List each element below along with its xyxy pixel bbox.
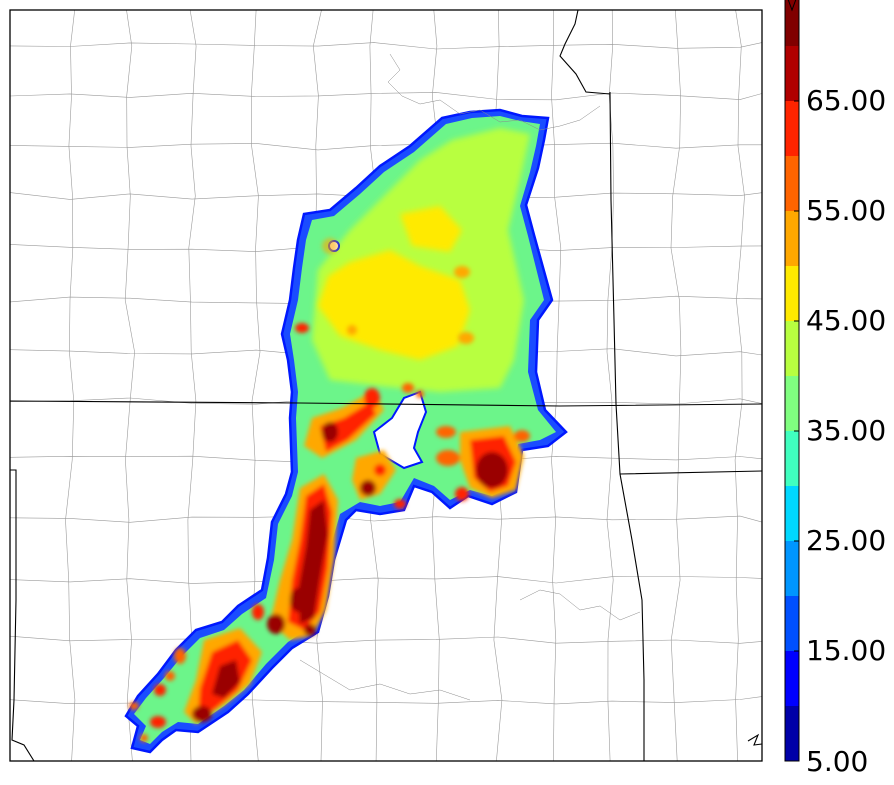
colorbar-segment <box>785 211 799 266</box>
colorbar-tick-label: 35.00 <box>806 414 887 447</box>
colorbar-segment <box>785 266 799 321</box>
colorbar-tick-label: 5.00 <box>806 745 869 778</box>
colorbar-tick-label: 55.00 <box>806 194 887 227</box>
colorbar-tick-label: 65.00 <box>806 84 887 117</box>
colorbar-segment <box>785 651 799 706</box>
state-boundaries <box>10 10 762 761</box>
colorbar-segment <box>785 321 799 376</box>
colorbar-segment <box>785 541 799 596</box>
colorbar-tick-label: 15.00 <box>806 634 887 667</box>
river-lines <box>299 53 641 701</box>
reflectivity-field <box>124 108 568 754</box>
colorbar-segment <box>785 101 799 156</box>
colorbar <box>784 0 800 762</box>
colorbar-segment <box>785 706 799 761</box>
colorbar-segment <box>785 0 799 46</box>
colorbar-tick-label: 45.00 <box>806 304 887 337</box>
colorbar-segment <box>785 431 799 486</box>
colorbar-tick-label: 25.00 <box>806 524 887 557</box>
colorbar-segment <box>785 486 799 541</box>
colorbar-segment <box>785 156 799 211</box>
colorbar-segment <box>785 596 799 651</box>
colorbar-extend-arrow <box>787 0 797 12</box>
colorbar-segment <box>785 46 799 101</box>
colorbar-segment <box>785 376 799 431</box>
map-frame <box>9 9 763 762</box>
county-boundaries <box>10 10 762 761</box>
colorbar-frame <box>784 0 800 762</box>
